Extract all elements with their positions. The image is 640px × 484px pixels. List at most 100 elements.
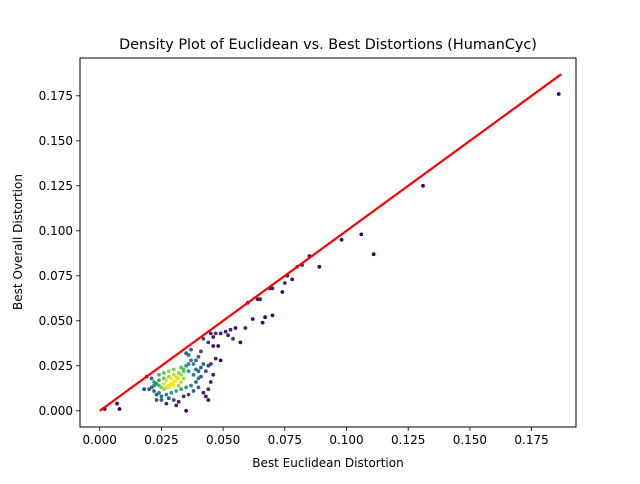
scatter-point	[171, 367, 176, 372]
scatter-point	[166, 369, 171, 374]
scatter-point	[191, 389, 196, 393]
x-tick-label: 0.125	[391, 433, 425, 447]
scatter-point	[162, 371, 166, 375]
scatter-point	[179, 372, 184, 377]
scatter-point	[201, 362, 206, 366]
scatter-point	[206, 398, 211, 402]
scatter-point	[556, 92, 561, 96]
scatter-point	[206, 340, 211, 345]
scatter-point	[171, 398, 176, 402]
scatter-point	[211, 344, 216, 348]
scatter-point	[189, 383, 193, 388]
scatter-point	[270, 286, 275, 291]
scatter-point	[164, 392, 169, 397]
scatter-point	[213, 356, 218, 361]
scatter-point	[216, 344, 221, 348]
x-axis-label: Best Euclidean Distortion	[252, 456, 403, 470]
scatter-point	[421, 183, 425, 188]
scatter-point	[201, 390, 206, 395]
scatter-point	[164, 378, 169, 383]
scatter-point	[231, 336, 235, 341]
scatter-point	[238, 340, 243, 345]
scatter-point	[149, 376, 154, 381]
scatter-point	[117, 407, 122, 411]
scatter-point	[228, 327, 233, 332]
scatter-point	[152, 389, 156, 393]
scatter-point	[164, 401, 169, 406]
scatter-point	[226, 333, 230, 338]
scatter-point	[208, 380, 213, 384]
scatter-point	[199, 349, 203, 354]
y-axis-label: Best Overall Distortion	[11, 174, 25, 310]
scatter-point	[218, 331, 223, 336]
scatter-point	[174, 374, 179, 379]
scatter-point	[194, 358, 198, 363]
scatter-point	[181, 369, 186, 374]
scatter-point	[159, 394, 164, 399]
scatter-point	[201, 336, 206, 341]
scatter-point	[233, 326, 238, 330]
scatter-point	[250, 317, 255, 321]
scatter-point	[179, 387, 184, 392]
x-tick-label: 0.025	[144, 433, 178, 447]
x-tick-label: 0.000	[83, 433, 117, 447]
scatter-point	[208, 331, 213, 336]
scatter-point	[186, 353, 191, 357]
scatter-point	[166, 396, 171, 401]
scatter-point	[206, 387, 211, 392]
scatter-point	[211, 372, 216, 377]
scatter-point	[184, 408, 189, 413]
x-tick-label: 0.050	[206, 433, 240, 447]
scatter-point	[159, 398, 164, 402]
scatter-point	[191, 362, 196, 366]
scatter-point	[162, 381, 166, 386]
scatter-point	[184, 363, 189, 368]
scatter-point	[317, 264, 322, 269]
scatter-point	[186, 392, 191, 397]
y-tick-label: 0.125	[39, 179, 73, 193]
scatter-point	[179, 365, 184, 370]
scatter-point	[179, 380, 184, 384]
y-tick-label: 0.000	[39, 404, 73, 418]
axes-frame	[79, 57, 577, 428]
scatter-point	[218, 358, 223, 363]
scatter-point	[176, 399, 181, 404]
scatter-point	[157, 378, 161, 383]
scatter-point	[280, 290, 285, 294]
scatter-point	[184, 385, 189, 390]
y-tick-label: 0.100	[39, 224, 73, 238]
scatter-point	[142, 387, 147, 392]
scatter-point	[194, 367, 198, 372]
y-tick-label: 0.175	[39, 89, 73, 103]
scatter-point	[359, 232, 364, 237]
scatter-point	[181, 394, 186, 399]
x-tick-label: 0.150	[453, 433, 487, 447]
y-axis: 0.000 0.025 0.050 0.075 0.100 0.125 0.150 0.175	[39, 89, 80, 418]
scatter-point	[189, 347, 193, 352]
scatter-point	[196, 354, 201, 359]
plot-area	[99, 73, 562, 413]
scatter-point	[115, 401, 119, 406]
scatter-point	[260, 320, 265, 325]
scatter-point	[186, 369, 191, 374]
scatter-point	[191, 372, 196, 377]
scatter-point	[189, 358, 193, 363]
y-tick-label: 0.050	[39, 314, 73, 328]
scatter-point	[203, 394, 208, 399]
scatter-point	[196, 376, 201, 381]
scatter-point	[166, 385, 171, 390]
scatter-point	[157, 390, 161, 395]
scatter-point	[169, 376, 174, 381]
scatter-point	[196, 385, 201, 390]
scatter-point	[154, 398, 159, 402]
y-tick-label: 0.075	[39, 269, 73, 283]
scatter-point	[203, 369, 208, 374]
y-tick-label: 0.025	[39, 359, 73, 373]
scatter-point	[223, 329, 228, 334]
scatter-point	[290, 277, 295, 282]
scatter-point	[174, 389, 179, 393]
scatter-point	[263, 315, 267, 320]
scatter-point	[199, 365, 203, 370]
